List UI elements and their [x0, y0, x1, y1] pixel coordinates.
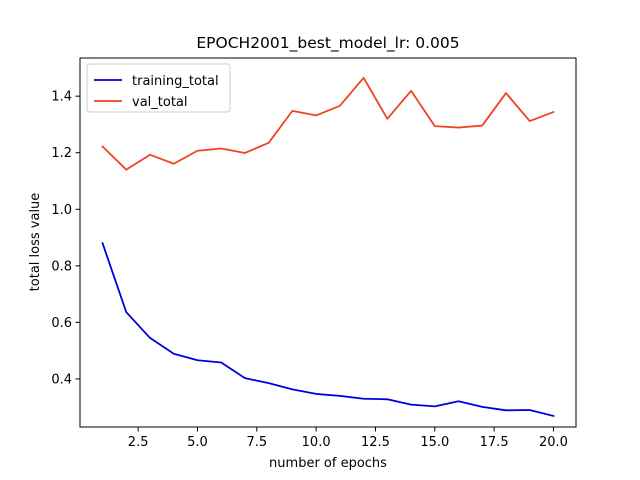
x-tick-label: 7.5 [246, 435, 267, 450]
plot-area: 2.5 5.0 7.5 10.0 12.5 15.0 17.5 20.0 0.4 0.6 0.8 1.… [51, 57, 577, 450]
y-tick-label: 0.6 [51, 316, 72, 331]
legend-label-val-total: val_total [132, 95, 188, 110]
x-tick-label: 2.5 [128, 435, 149, 450]
y-tick-label: 0.8 [51, 259, 72, 274]
x-tick-label: 5.0 [187, 435, 208, 450]
series-line-training-total [101, 242, 555, 418]
x-tick-label: 17.5 [480, 435, 509, 450]
y-tick-label: 1.4 [51, 90, 72, 105]
series-line-val-total [101, 76, 555, 171]
axes-frame [79, 57, 577, 428]
x-tick-label: 15.0 [420, 435, 449, 450]
x-axis-label: number of epochs [269, 456, 387, 471]
chart-title: EPOCH2001_best_model_lr: 0.005 [196, 34, 459, 53]
legend-box [86, 63, 231, 113]
x-tick-label: 12.5 [361, 435, 390, 450]
y-axis-label: total loss value [28, 193, 43, 292]
x-tick-label: 20.0 [539, 435, 568, 450]
legend-label-training-total: training_total [132, 74, 219, 89]
x-tick-label: 10.0 [302, 435, 331, 450]
y-tick-label: 1.0 [51, 203, 72, 218]
y-tick-label: 0.4 [51, 372, 72, 387]
y-tick-label: 1.2 [51, 146, 72, 161]
